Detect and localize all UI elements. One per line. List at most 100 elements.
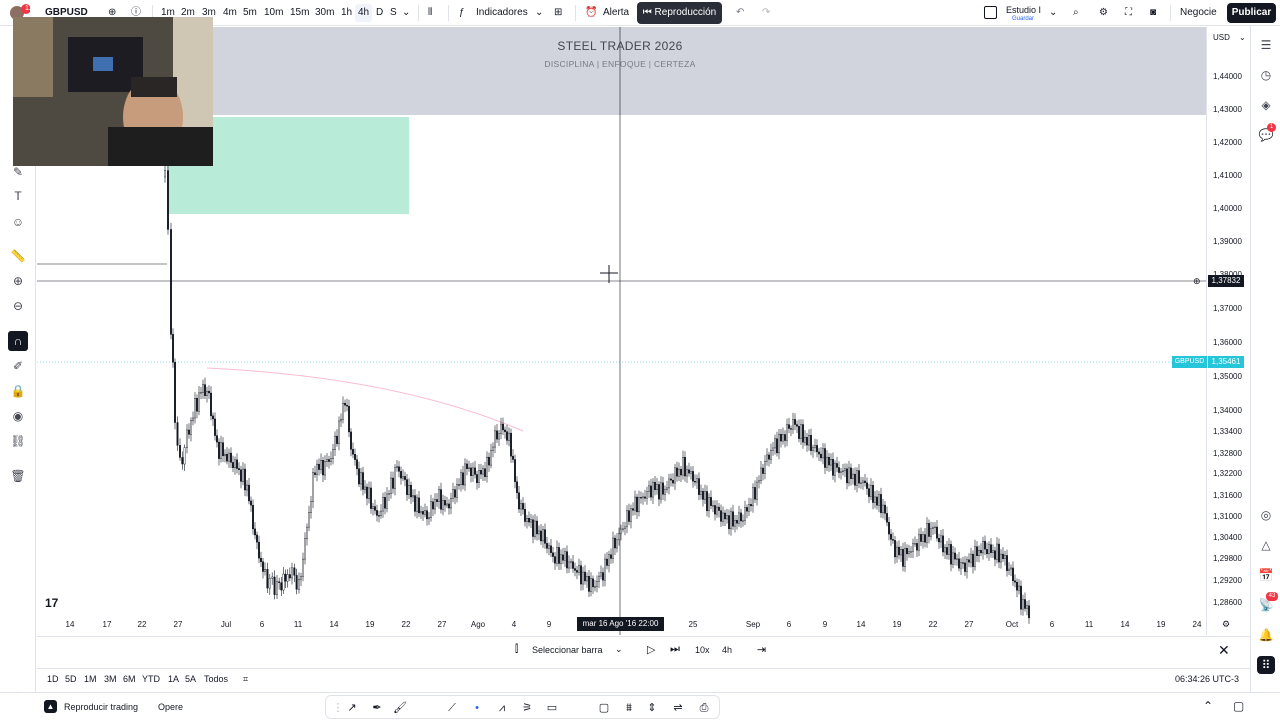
- target-icon[interactable]: ◎: [1260, 508, 1272, 522]
- chevron-down-icon[interactable]: ⌄: [615, 644, 623, 654]
- trash-icon[interactable]: 🗑: [10, 469, 26, 483]
- play-icon[interactable]: ▷: [647, 644, 656, 656]
- drag-handle-icon[interactable]: ⋮: [332, 702, 344, 714]
- interval-1m[interactable]: 1m: [161, 7, 175, 18]
- interval-3m[interactable]: 3m: [202, 7, 216, 18]
- range-ytd[interactable]: YTD: [142, 674, 160, 684]
- goto-date-icon[interactable]: ⌗: [243, 674, 249, 684]
- rectangle-icon[interactable]: ▭: [546, 702, 558, 714]
- position-icon[interactable]: ⇕: [647, 702, 657, 714]
- price-axis[interactable]: USD ⌄ 1,44000 1,43000 1,42000 1,41000 1,4000…: [1206, 27, 1250, 635]
- range-3m[interactable]: 3M: [104, 674, 117, 684]
- jump-to-realtime-icon[interactable]: ⇥: [757, 644, 767, 656]
- pen-icon[interactable]: ✒: [372, 702, 382, 714]
- trade-button[interactable]: Negocie: [1180, 7, 1217, 18]
- avatar[interactable]: [8, 4, 34, 22]
- fib-icon[interactable]: ⩩: [626, 702, 632, 714]
- zoom-in-icon[interactable]: ⊕: [12, 274, 24, 288]
- replay-trading-tab[interactable]: Reproducir trading: [64, 702, 139, 712]
- redo-icon[interactable]: ↷: [762, 7, 771, 18]
- lock-icon[interactable]: 🔒: [10, 384, 26, 398]
- candle-type-icon[interactable]: ⫴: [428, 7, 433, 18]
- range-5a[interactable]: 5A: [185, 674, 197, 684]
- cursor-dot-icon[interactable]: •: [475, 702, 479, 714]
- fullscreen-icon[interactable]: ⛶: [1125, 7, 1132, 18]
- apps-grid-icon[interactable]: ⠿: [1257, 656, 1275, 674]
- info-icon[interactable]: ⓘ: [131, 7, 141, 18]
- publish-button[interactable]: Publicar: [1227, 3, 1276, 23]
- select-bar-button[interactable]: Seleccionar barra: [532, 645, 603, 655]
- replay-button[interactable]: ⏮ Reproducción: [637, 2, 722, 24]
- clock-icon[interactable]: ◷: [1260, 68, 1272, 82]
- select-bar-icon[interactable]: ⫿: [515, 644, 519, 655]
- alert-clock-icon[interactable]: ⏰: [585, 7, 598, 18]
- step-forward-icon[interactable]: ⏭: [670, 643, 680, 655]
- time-settings-icon[interactable]: ⚙: [1222, 619, 1231, 629]
- bell-icon[interactable]: 🔔: [1258, 628, 1274, 642]
- settings-gear-icon[interactable]: ⚙: [1099, 7, 1108, 18]
- note-icon[interactable]: ⎙: [699, 702, 709, 714]
- chevron-down-icon[interactable]: ⌄: [535, 7, 544, 18]
- replay-interval[interactable]: 4h: [722, 645, 733, 655]
- callout-icon[interactable]: ▢: [598, 702, 610, 714]
- interval-4h[interactable]: 4h: [355, 4, 373, 22]
- maximize-icon[interactable]: ▢: [1233, 699, 1245, 713]
- chevron-down-icon[interactable]: ⌄: [1049, 7, 1058, 18]
- interval-10m[interactable]: 10m: [264, 7, 284, 18]
- chart-pane[interactable]: 17: [37, 27, 1206, 635]
- indicators-icon[interactable]: ƒ: [459, 7, 465, 18]
- range-1d[interactable]: 1D: [47, 674, 59, 684]
- interval-D[interactable]: D: [376, 7, 384, 18]
- range-5d[interactable]: 5D: [65, 674, 77, 684]
- pencil-lock-icon[interactable]: ✐: [12, 359, 24, 373]
- calendar-icon[interactable]: 📅: [1258, 568, 1274, 582]
- replay-speed[interactable]: 10x: [695, 645, 710, 655]
- trend-line-icon[interactable]: ↗: [347, 702, 357, 714]
- range-1m[interactable]: 1M: [84, 674, 97, 684]
- forecast-icon[interactable]: ⇌: [673, 702, 683, 714]
- layout-grid-icon[interactable]: ⊞: [554, 7, 563, 18]
- chevron-down-icon[interactable]: ⌄: [1239, 33, 1246, 42]
- undo-icon[interactable]: ↶: [736, 7, 745, 18]
- interval-30m[interactable]: 30m: [315, 7, 335, 18]
- broadcast-icon[interactable]: 📡: [1258, 598, 1274, 612]
- tradingview-icon[interactable]: ▲: [44, 700, 57, 713]
- interval-1h[interactable]: 1h: [341, 7, 353, 18]
- interval-S[interactable]: S: [390, 7, 397, 18]
- brush-tool-icon[interactable]: 🖌: [393, 702, 407, 714]
- text-tool-icon[interactable]: T: [14, 189, 22, 203]
- smiley-icon[interactable]: ☺: [11, 215, 25, 229]
- compare-icon[interactable]: ⊕: [108, 7, 117, 18]
- range-todos[interactable]: Todos: [204, 674, 229, 684]
- eye-icon[interactable]: ◉: [12, 409, 24, 423]
- currency-label[interactable]: USD: [1213, 33, 1230, 42]
- interval-5m[interactable]: 5m: [243, 7, 257, 18]
- range-6m[interactable]: 6M: [123, 674, 136, 684]
- interval-2m[interactable]: 2m: [181, 7, 195, 18]
- link-icon[interactable]: ⛓: [10, 434, 26, 448]
- layout-checkbox-icon[interactable]: [984, 6, 997, 19]
- trade-tab[interactable]: Opere: [158, 702, 184, 712]
- camera-icon[interactable]: ◙: [1150, 7, 1157, 18]
- chevron-down-icon[interactable]: ⌄: [402, 7, 411, 18]
- layout-save-link[interactable]: Guardar: [1012, 16, 1035, 22]
- zigzag-icon[interactable]: ⩘: [498, 702, 506, 714]
- range-1a[interactable]: 1A: [168, 674, 180, 684]
- interval-15m[interactable]: 15m: [290, 7, 310, 18]
- utc-clock[interactable]: 06:34:26 UTC-3: [1175, 674, 1240, 684]
- magnet-icon[interactable]: ∩: [8, 331, 28, 351]
- symbol-search[interactable]: GBPUSD: [45, 7, 88, 18]
- zoom-search-icon[interactable]: ⌕: [1073, 7, 1079, 18]
- pattern-icon[interactable]: ⚞: [522, 702, 532, 714]
- layers-icon[interactable]: ◈: [1261, 98, 1271, 112]
- layout-name[interactable]: Estudio I: [1006, 5, 1042, 15]
- time-axis[interactable]: 14 17 22 27 Jul 6 11 14 19 22 27 Ago 4 9 25 Sep 6 9 14 19 22…: [37, 615, 1206, 635]
- brush-icon[interactable]: ✎: [12, 165, 24, 179]
- zoom-out-icon[interactable]: ⊖: [12, 299, 24, 313]
- alert-button[interactable]: Alerta: [603, 7, 630, 18]
- triangle-icon[interactable]: △: [1261, 538, 1271, 552]
- indicators-button[interactable]: Indicadores: [476, 7, 528, 18]
- interval-4m[interactable]: 4m: [223, 7, 237, 18]
- add-alert-icon[interactable]: ⊕: [1193, 276, 1201, 286]
- price-chart[interactable]: 17: [37, 27, 1206, 635]
